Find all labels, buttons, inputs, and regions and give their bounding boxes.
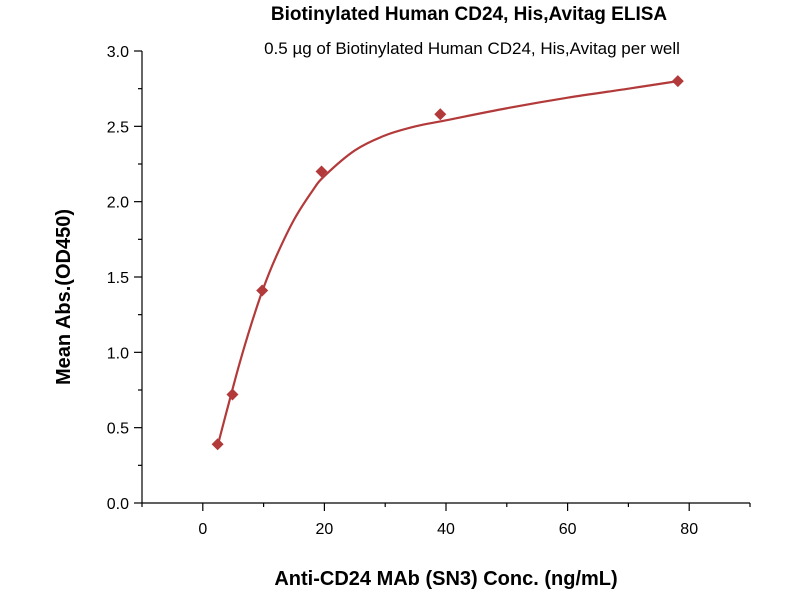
data-point: [226, 388, 239, 401]
data-point: [315, 165, 328, 178]
y-tick-label: 0.5: [107, 421, 129, 438]
y-tick-label: 2.0: [107, 195, 129, 212]
data-point: [256, 284, 269, 297]
y-tick-label: 2.5: [107, 119, 129, 136]
fit-curve-layer: [216, 80, 678, 447]
y-tick-label: 0.0: [107, 496, 129, 513]
ticks: [134, 50, 751, 511]
data-point: [211, 438, 224, 451]
data-point: [434, 108, 447, 121]
y-tick-label: 3.0: [107, 44, 129, 61]
y-axis-label: Mean Abs.(OD450): [53, 209, 75, 385]
y-tick-label: 1.5: [107, 270, 129, 287]
x-axis-label: Anti-CD24 MAb (SN3) Conc. (ng/mL): [274, 568, 617, 590]
tick-labels: 0.0 0.5 1.0 1.5 2.0 2.5 3.0 0 20 40 60 80: [107, 44, 698, 538]
chart-title: Biotinylated Human CD24, His,Avitag ELIS…: [271, 4, 668, 25]
x-tick-label: 0: [198, 521, 207, 538]
fit-curve: [216, 80, 678, 447]
data-point: [671, 75, 684, 88]
x-tick-label: 40: [437, 521, 455, 538]
x-tick-label: 80: [680, 521, 698, 538]
data-points-layer: [211, 75, 684, 451]
axes: [141, 51, 750, 504]
y-tick-label: 1.0: [107, 345, 129, 362]
x-tick-label: 60: [559, 521, 577, 538]
x-tick-label: 20: [316, 521, 334, 538]
chart-subtitle: 0.5 µg of Biotinylated Human CD24, His,A…: [264, 39, 680, 58]
